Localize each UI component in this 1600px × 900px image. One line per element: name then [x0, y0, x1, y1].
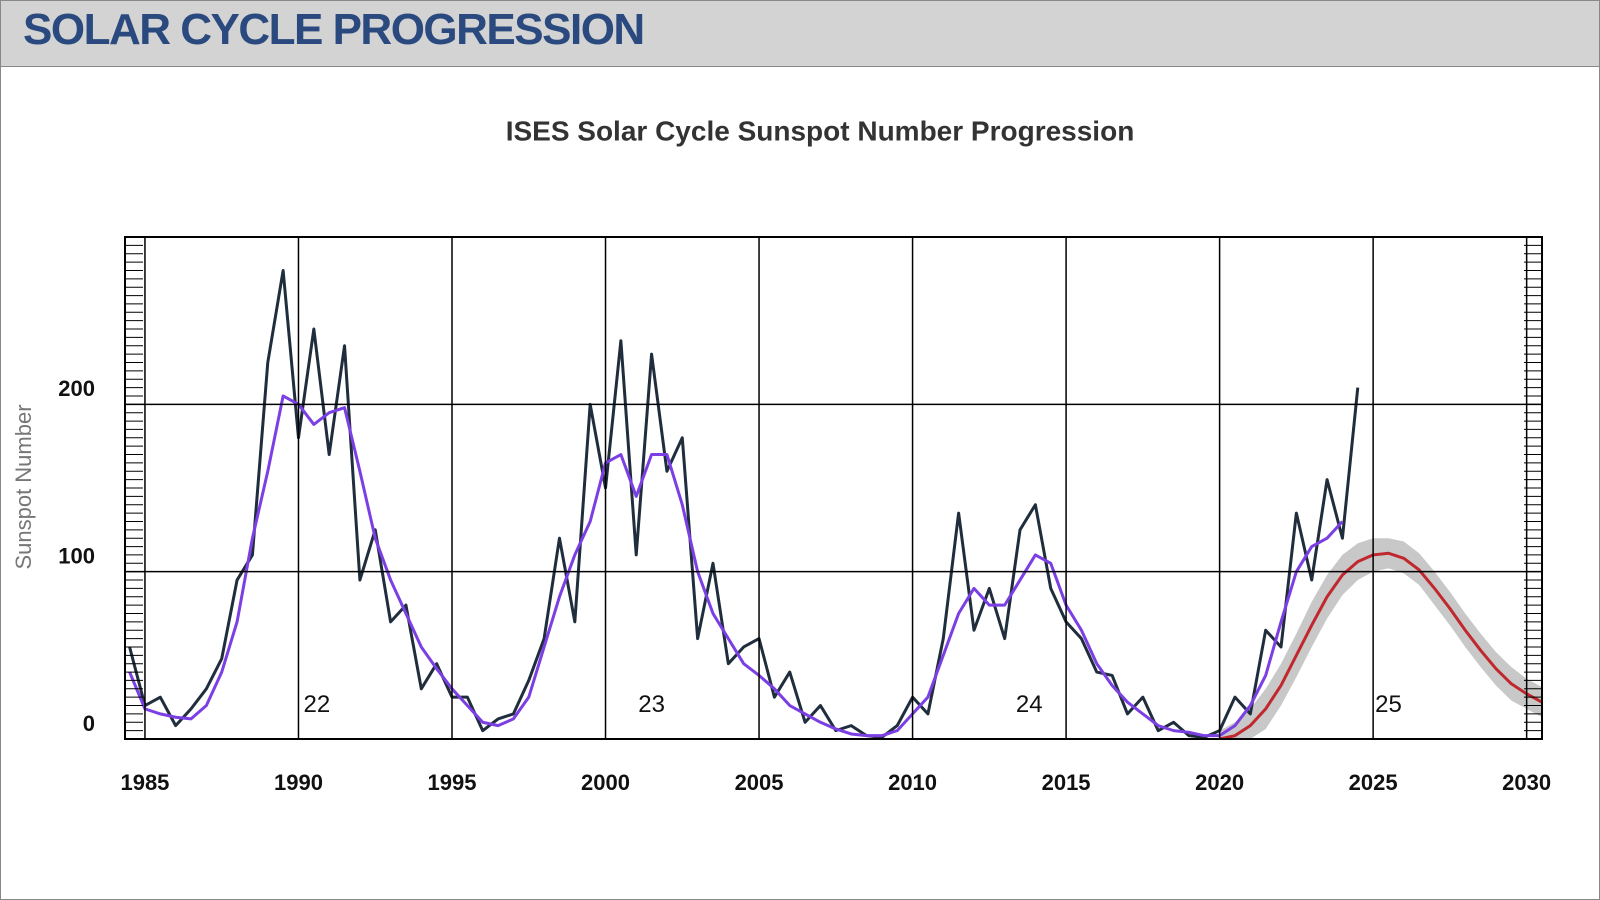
- x-tick-label: 1985: [120, 770, 169, 795]
- x-tick-label: 2005: [735, 770, 784, 795]
- prediction-band: [1219, 538, 1542, 739]
- x-tick-label: 2025: [1349, 770, 1398, 795]
- header-title: SOLAR CYCLE PROGRESSION: [23, 5, 645, 54]
- y-tick-label: 200: [58, 376, 95, 401]
- y-tick-label: 0: [83, 711, 95, 736]
- x-tick-label: 1995: [428, 770, 477, 795]
- x-tick-label: 2015: [1042, 770, 1091, 795]
- cycle-label: 23: [638, 691, 665, 718]
- series-line: [128, 394, 1344, 738]
- x-tick-label: 2020: [1195, 770, 1244, 795]
- x-tick-label: 2010: [888, 770, 937, 795]
- y-tick-label: 100: [58, 543, 95, 568]
- plot-area: [128, 268, 1542, 739]
- cycle-label: 25: [1375, 691, 1402, 718]
- plot-border: [124, 236, 1543, 740]
- x-tick-label: 1990: [274, 770, 323, 795]
- cycle-label: 24: [1016, 691, 1043, 718]
- y-axis-label: Sunspot Number: [11, 404, 36, 569]
- chart-title: ISES Solar Cycle Sunspot Number Progress…: [506, 115, 1135, 146]
- series-line: [1219, 551, 1542, 739]
- x-tick-label: 2000: [581, 770, 630, 795]
- series-line: [128, 268, 1360, 739]
- header: SOLAR CYCLE PROGRESSION: [1, 1, 1599, 67]
- cycle-label: 22: [304, 691, 331, 718]
- x-tick-label: 2030: [1502, 770, 1551, 795]
